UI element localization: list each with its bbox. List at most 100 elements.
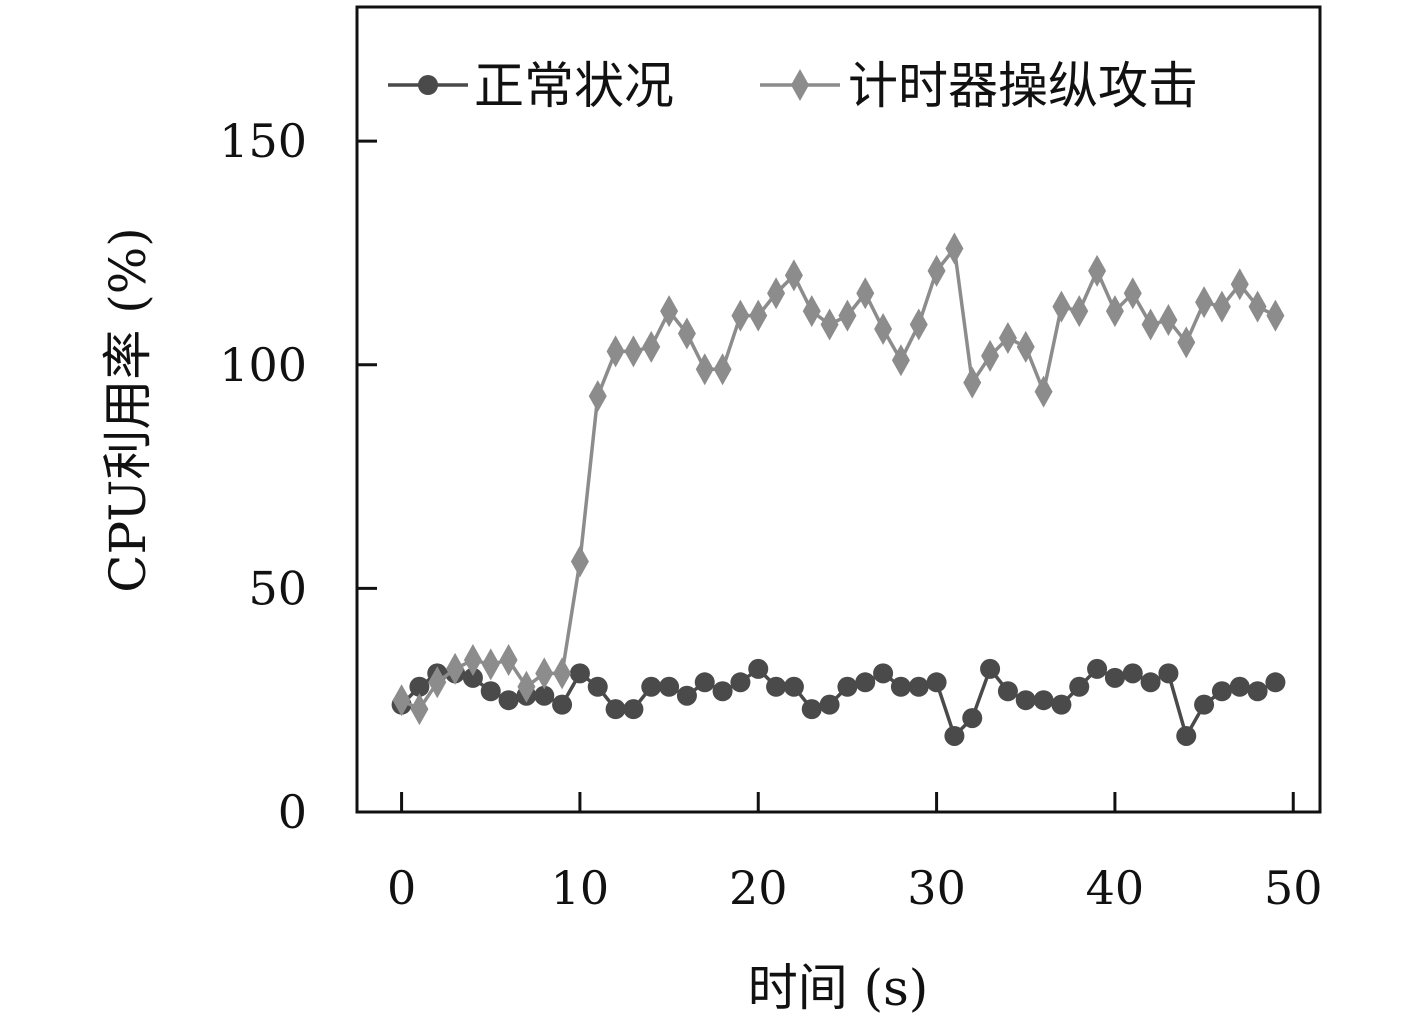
- data-point: [731, 299, 750, 332]
- series-line: [400, 244, 1277, 712]
- data-point: [553, 657, 572, 690]
- data-point: [908, 676, 929, 697]
- data-point: [1247, 681, 1268, 702]
- data-point: [1105, 295, 1124, 328]
- data-point: [1230, 268, 1249, 301]
- data-point: [766, 676, 787, 697]
- data-point: [392, 684, 411, 717]
- data-point: [962, 708, 983, 729]
- data-point: [428, 666, 447, 699]
- data-point: [837, 676, 858, 697]
- data-point: [820, 308, 839, 341]
- data-point: [587, 676, 608, 697]
- data-point: [748, 658, 769, 679]
- data-point: [1266, 299, 1285, 332]
- x-axis: 0 10 20 30 40 50: [387, 792, 1323, 915]
- data-point: [909, 308, 928, 341]
- data-point: [1016, 330, 1035, 363]
- data-point: [784, 259, 803, 292]
- data-point: [1087, 658, 1108, 679]
- data-point: [890, 676, 911, 697]
- data-point: [855, 672, 876, 693]
- y-tick-label: 100: [219, 338, 307, 392]
- data-point: [480, 681, 501, 702]
- data-point: [1104, 667, 1125, 688]
- data-point: [856, 277, 875, 310]
- data-point: [1212, 290, 1231, 323]
- data-point: [944, 725, 965, 746]
- data-point: [624, 335, 643, 368]
- data-point: [1069, 676, 1090, 697]
- data-point: [623, 699, 644, 720]
- data-point: [499, 643, 518, 676]
- data-point: [410, 693, 429, 726]
- series-layer: [391, 232, 1286, 746]
- x-tick-label: 20: [729, 861, 788, 915]
- data-point: [642, 330, 661, 363]
- x-tick-label: 50: [1264, 861, 1323, 915]
- data-point: [462, 667, 483, 688]
- data-point: [1195, 286, 1214, 319]
- data-point: [874, 313, 893, 345]
- data-point: [926, 672, 947, 693]
- data-point: [963, 366, 982, 399]
- data-point: [1070, 295, 1089, 328]
- y-axis: 0 50 100 150: [219, 114, 377, 839]
- data-point: [1229, 676, 1250, 697]
- legend-label: 正常状况: [474, 57, 674, 115]
- data-point: [802, 295, 821, 328]
- data-point: [1159, 304, 1178, 337]
- data-point: [838, 299, 857, 332]
- data-point: [409, 676, 430, 697]
- data-point: [606, 335, 625, 368]
- diamond-marker-icon: [791, 69, 809, 101]
- data-point: [1122, 663, 1143, 684]
- legend: 正常状况 计时器操纵攻击: [388, 57, 1198, 115]
- circle-marker-icon: [418, 75, 438, 95]
- data-point: [767, 277, 786, 310]
- data-point: [998, 321, 1017, 354]
- data-point: [641, 676, 662, 697]
- data-point: [1177, 326, 1196, 359]
- data-point: [1141, 308, 1160, 341]
- data-point: [1176, 725, 1197, 746]
- data-point: [446, 652, 465, 685]
- data-point: [695, 353, 714, 386]
- data-point: [676, 685, 697, 706]
- data-point: [1140, 672, 1161, 693]
- data-point: [1248, 290, 1267, 323]
- legend-label: 计时器操纵攻击: [848, 57, 1198, 115]
- data-point: [980, 658, 1001, 679]
- data-point: [588, 380, 607, 413]
- data-point: [605, 699, 626, 720]
- data-point: [534, 685, 555, 706]
- data-point: [730, 672, 751, 693]
- data-point: [783, 676, 804, 697]
- data-point: [1033, 690, 1054, 711]
- y-tick-label: 150: [219, 114, 307, 168]
- data-point: [927, 254, 946, 287]
- data-point: [873, 663, 894, 684]
- data-point: [498, 690, 519, 711]
- y-axis-title: CPU利用率 (%): [99, 227, 157, 593]
- data-point: [463, 643, 482, 676]
- data-point: [801, 699, 822, 720]
- data-point: [1088, 254, 1107, 287]
- data-point: [891, 344, 910, 377]
- data-point: [517, 670, 536, 703]
- plot-frame: [355, 5, 1322, 814]
- data-point: [1052, 290, 1071, 323]
- data-point: [535, 657, 554, 690]
- y-tick-label: 0: [278, 785, 307, 839]
- data-point: [659, 676, 680, 697]
- series-2: [392, 232, 1285, 726]
- data-point: [945, 232, 964, 265]
- legend-item: 计时器操纵攻击: [760, 57, 1198, 115]
- data-point: [481, 648, 500, 681]
- data-point: [997, 681, 1018, 702]
- data-point: [1211, 681, 1232, 702]
- data-point: [1015, 690, 1036, 711]
- x-axis-title: 时间 (s): [748, 959, 929, 1017]
- x-tick-label: 40: [1086, 861, 1145, 915]
